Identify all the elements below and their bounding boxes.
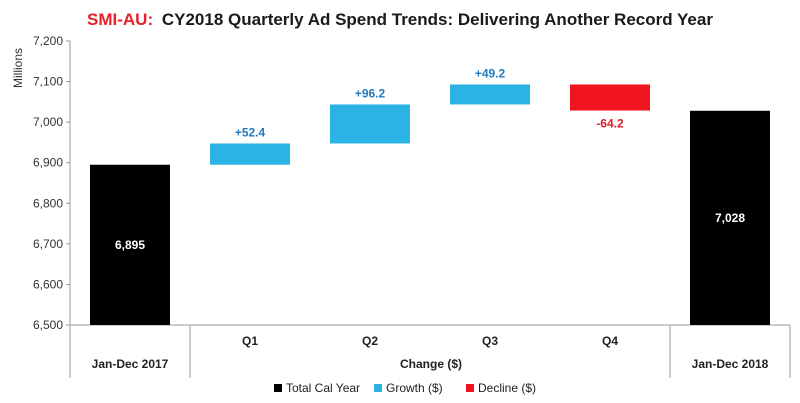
axes [69,41,791,378]
category-label: Q1 [242,334,258,348]
bar-decline [570,84,650,111]
legend-swatch [374,384,382,392]
category-labels: Jan-Dec 2017 Q1 Q2 Q3 Q4 Jan-Dec 2018 [92,334,769,371]
data-label: +49.2 [475,66,506,80]
legend-swatch [466,384,474,392]
data-label: 7,028 [715,211,745,225]
legend: Total Cal Year Growth ($) Decline ($) [274,381,536,395]
bar-total [90,164,170,325]
bar-growth [210,143,290,165]
y-tick-label: 7,100 [33,75,63,89]
y-tick-label: 7,000 [33,115,63,129]
category-label: Q2 [362,334,378,348]
category-label: Q3 [482,334,498,348]
y-tick-label: 6,700 [33,237,63,251]
y-axis-label: Millions [11,48,25,88]
category-label: Q4 [602,334,618,348]
bar-growth [450,84,530,105]
y-tick-label: 7,200 [33,34,63,48]
bars [90,84,770,325]
chart-title-main: CY2018 Quarterly Ad Spend Trends: Delive… [162,10,713,29]
data-label: 6,895 [115,238,145,252]
chart-title: SMI-AU: CY2018 Quarterly Ad Spend Trends… [87,10,713,29]
legend-entry: Growth ($) [386,381,443,395]
x-axis-label: Change ($) [400,357,462,371]
y-tick-label: 6,800 [33,196,63,210]
legend-entry: Decline ($) [478,381,536,395]
data-label: +96.2 [355,86,386,100]
legend-entry: Total Cal Year [286,381,360,395]
y-tick-label: 6,600 [33,277,63,291]
bar-total [690,110,770,325]
category-label: Jan-Dec 2018 [692,357,769,371]
data-label: -64.2 [596,117,624,131]
y-ticks: 6,500 6,600 6,700 6,800 6,900 7,000 7,100 7,200 [33,34,70,332]
legend-swatch [274,384,282,392]
category-label: Jan-Dec 2017 [92,357,169,371]
bar-growth [330,104,410,144]
chart-title-prefix: SMI-AU: [87,10,153,29]
y-tick-label: 6,900 [33,156,63,170]
data-label: +52.4 [235,125,266,139]
y-tick-label: 6,500 [33,318,63,332]
data-labels: 6,895 +52.4 +96.2 +49.2 -64.2 7,028 [115,66,745,251]
